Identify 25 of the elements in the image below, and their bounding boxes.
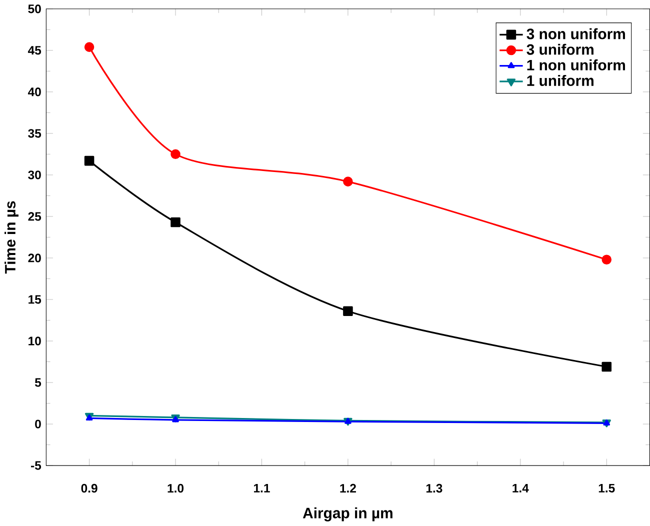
y-tick-label: 50 [28,4,41,14]
x-axis-title: Airgap in µm [302,507,392,522]
y-tick-label: 15 [28,295,42,304]
x-tick-label: 1.1 [254,484,270,492]
legend-label: 3 uniform [526,44,594,55]
x-tick-label: 1.0 [168,484,184,493]
y-tick-label: 40 [28,88,41,96]
y-axis-title: Time in µs [4,201,18,274]
x-tick-label: 1.4 [512,484,529,492]
y-tick-label: 10 [28,336,41,346]
x-tick-label: 0.9 [81,484,98,493]
legend-label: 3 non uniform [526,28,625,40]
y-tick-label: 45 [28,46,42,55]
legend-label: 1 non uniform [527,59,625,70]
y-tick-label: 20 [28,254,41,262]
x-tick-label: 1.2 [340,484,356,493]
x-tick-label: 1.5 [598,484,615,493]
y-tick-label: 25 [28,212,42,221]
x-tick-label: 1.3 [426,484,442,493]
y-tick-label: 35 [28,129,42,138]
y-tick-label: -5 [30,461,42,470]
y-tick-label: 30 [28,170,41,180]
legend-label: 1 uniform [527,75,594,86]
y-tick-label: 5 [34,378,42,387]
y-tick-label: 0 [35,420,41,428]
